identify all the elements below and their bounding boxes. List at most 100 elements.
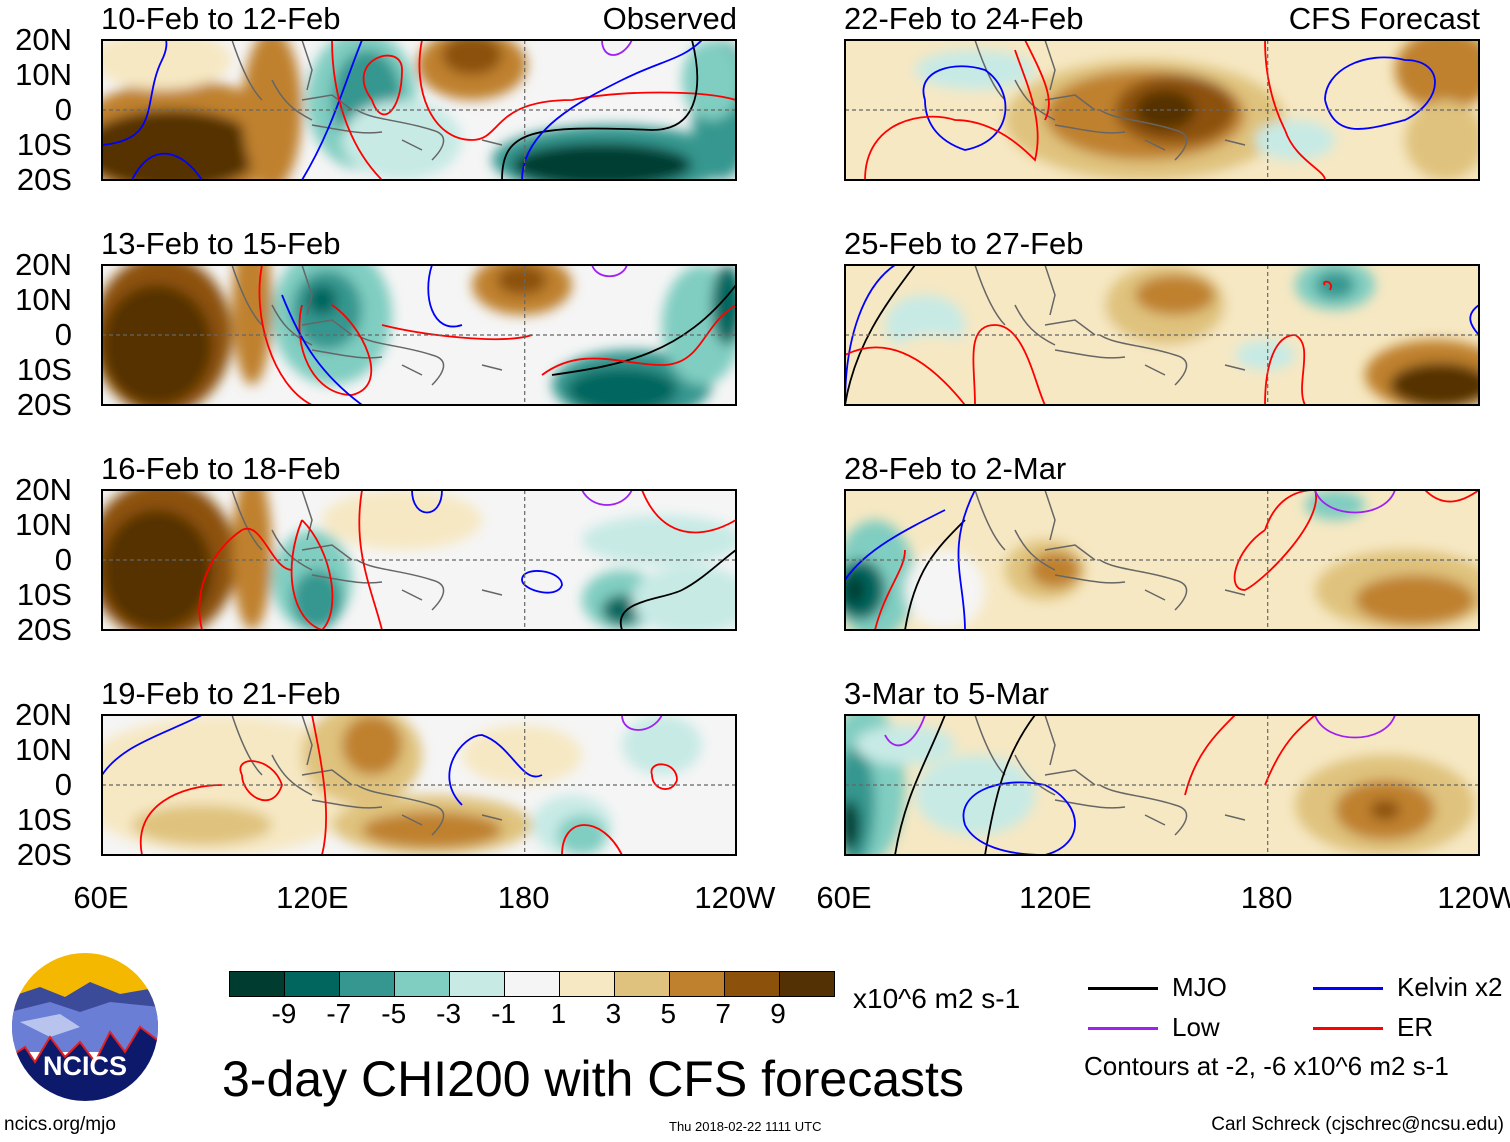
lat-tick-label: 20S bbox=[16, 162, 72, 197]
wave-contour bbox=[427, 265, 463, 328]
wave-contour bbox=[362, 54, 403, 116]
ncics-logo: NCICS bbox=[12, 953, 158, 1101]
wave-contour bbox=[1469, 304, 1479, 336]
wave-contour bbox=[1184, 715, 1236, 796]
wave-contour bbox=[922, 65, 1007, 151]
axis-ticks bbox=[101, 714, 737, 856]
svg-text:NCICS: NCICS bbox=[43, 1051, 127, 1081]
anomaly-shading bbox=[102, 285, 212, 405]
colorbar-swatch bbox=[340, 972, 395, 996]
lat-tick-label: 20S bbox=[16, 837, 72, 872]
anomaly-shading bbox=[845, 575, 865, 605]
anomaly-shading bbox=[885, 335, 985, 395]
anomaly-shading bbox=[102, 40, 232, 90]
colorbar-swatch bbox=[670, 972, 725, 996]
wave-contour bbox=[591, 265, 628, 278]
wave-contour bbox=[1024, 40, 1050, 121]
anomaly-shading bbox=[362, 812, 502, 848]
map-panel bbox=[844, 264, 1480, 406]
wave-contour bbox=[411, 490, 443, 514]
panel-title: 22-Feb to 24-Feb bbox=[844, 1, 1084, 36]
wave-contour bbox=[1424, 490, 1479, 503]
wave-contour bbox=[381, 324, 533, 341]
anomaly-shading bbox=[632, 565, 736, 630]
legend-label: MJO bbox=[1172, 972, 1227, 1002]
wave-contour bbox=[601, 40, 633, 56]
colorbar-swatch bbox=[560, 972, 615, 996]
wave-contour bbox=[845, 509, 946, 581]
axis-ticks bbox=[844, 264, 1480, 406]
wave-contour bbox=[972, 324, 1046, 405]
legend-line-er bbox=[1313, 1027, 1383, 1030]
lon-tick-label: 120E bbox=[276, 880, 349, 915]
wave-contour bbox=[239, 760, 283, 802]
wave-contour bbox=[521, 570, 563, 594]
wave-contour bbox=[621, 715, 663, 731]
lat-tick-label: 0 bbox=[54, 92, 72, 127]
colorbar-swatch bbox=[450, 972, 505, 996]
wave-contour bbox=[650, 763, 678, 790]
wave-contour bbox=[984, 715, 1036, 855]
anomaly-shading bbox=[1315, 271, 1355, 299]
wave-contour bbox=[1314, 490, 1396, 514]
anomaly-shading bbox=[1135, 275, 1215, 315]
lat-tick-label: 10N bbox=[15, 732, 72, 767]
wave-contour bbox=[102, 40, 168, 146]
legend-label: Kelvin x2 bbox=[1397, 972, 1503, 1002]
anomaly-shading bbox=[712, 265, 736, 345]
panel-label: Observed bbox=[602, 1, 737, 36]
anomaly-shading bbox=[1395, 40, 1479, 110]
anomaly-shading bbox=[582, 515, 736, 565]
wave-contour bbox=[131, 152, 203, 180]
panel-title: 13-Feb to 15-Feb bbox=[101, 226, 341, 261]
coastline bbox=[231, 490, 503, 611]
lat-tick-label: 10N bbox=[15, 507, 72, 542]
source-url: ncics.org/mjo bbox=[4, 1114, 116, 1135]
legend-label: Low bbox=[1172, 1012, 1220, 1042]
anomaly-shading bbox=[512, 143, 692, 180]
wave-contour bbox=[1264, 715, 1316, 786]
wave-contour bbox=[541, 304, 736, 376]
anomaly-shading bbox=[557, 815, 607, 855]
lon-tick-label: 60E bbox=[73, 880, 129, 915]
map-panel bbox=[844, 39, 1480, 181]
lat-tick-label: 10N bbox=[15, 57, 72, 92]
wave-contour bbox=[561, 824, 623, 855]
wave-contour bbox=[845, 346, 966, 405]
anomaly-shading bbox=[905, 550, 985, 630]
map-panel bbox=[101, 714, 737, 856]
anomaly-shading bbox=[1065, 745, 1265, 825]
wave-contour bbox=[311, 715, 327, 855]
anomaly-shading bbox=[102, 510, 212, 630]
coastline bbox=[231, 265, 503, 386]
coastline bbox=[974, 715, 1246, 836]
map-panel bbox=[101, 39, 737, 181]
anomaly-shading bbox=[855, 70, 995, 170]
colorbar-tick-label: -5 bbox=[381, 998, 407, 1029]
wave-contour bbox=[418, 40, 736, 141]
wave-contour bbox=[198, 527, 293, 630]
axis-ticks bbox=[844, 39, 1480, 181]
lat-tick-label: 20N bbox=[15, 697, 72, 732]
panel-title: 3-Mar to 5-Mar bbox=[844, 676, 1049, 711]
anomaly-shading bbox=[1105, 540, 1225, 600]
main-title: 3-day CHI200 with CFS forecasts bbox=[222, 1051, 964, 1107]
colorbar-swatch bbox=[780, 972, 834, 996]
panel-title: 16-Feb to 18-Feb bbox=[101, 451, 341, 486]
wave-contour bbox=[501, 40, 699, 180]
anomaly-shading bbox=[567, 368, 677, 405]
panel-label: CFS Forecast bbox=[1288, 1, 1480, 36]
legend-label: ER bbox=[1397, 1012, 1434, 1042]
panel-title: 28-Feb to 2-Mar bbox=[844, 451, 1067, 486]
anomaly-shading bbox=[322, 490, 482, 550]
wave-contour bbox=[641, 490, 736, 534]
anomaly-shading bbox=[232, 265, 272, 385]
anomaly-shading bbox=[1135, 90, 1195, 130]
anomaly-shading bbox=[1305, 490, 1365, 520]
anomaly-shading bbox=[845, 800, 860, 850]
lat-tick-label: 20S bbox=[16, 387, 72, 422]
anomaly-shading bbox=[132, 805, 272, 845]
wave-contour bbox=[864, 49, 1039, 180]
panel-title: 10-Feb to 12-Feb bbox=[101, 1, 341, 36]
colorbar-swatch bbox=[230, 972, 285, 996]
